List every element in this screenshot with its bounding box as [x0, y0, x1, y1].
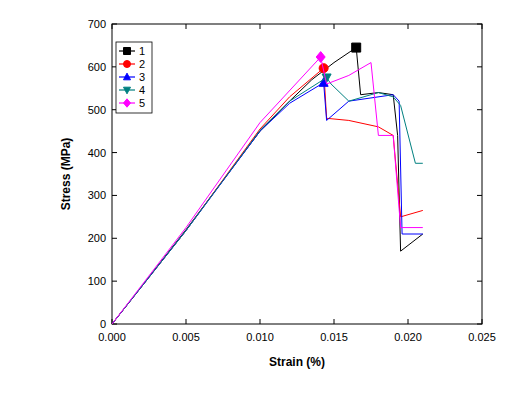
- y-tick: [112, 281, 117, 282]
- legend-marker: [124, 87, 131, 94]
- y-tick: [477, 152, 482, 153]
- x-tick-label: 0.025: [468, 331, 496, 343]
- x-tick: [482, 319, 483, 324]
- y-tick: [477, 238, 482, 239]
- y-tick-label: 200: [88, 232, 106, 244]
- legend-marker: [124, 48, 131, 55]
- plot-frame: [112, 24, 482, 324]
- x-axis-label: Strain (%): [269, 355, 325, 369]
- y-tick-label: 700: [88, 18, 106, 30]
- y-axis-label: Stress (MPa): [59, 138, 73, 211]
- x-tick: [186, 24, 187, 29]
- series-line: [112, 57, 423, 324]
- x-tick: [408, 24, 409, 29]
- peak-marker: [322, 74, 331, 83]
- x-tick-label: 0.015: [320, 331, 348, 343]
- y-tick: [477, 24, 482, 25]
- y-tick: [477, 324, 482, 325]
- x-tick: [260, 319, 261, 324]
- legend-label: 1: [139, 45, 145, 57]
- y-tick: [477, 109, 482, 110]
- y-tick-label: 0: [100, 318, 106, 330]
- series-line: [112, 68, 423, 324]
- y-tick-label: 600: [88, 61, 106, 73]
- y-tick: [477, 195, 482, 196]
- legend: 12345: [116, 42, 152, 113]
- x-tick: [112, 24, 113, 29]
- x-tick-label: 0.005: [172, 331, 200, 343]
- y-tick: [112, 238, 117, 239]
- x-tick: [260, 24, 261, 29]
- peak-marker: [352, 43, 361, 52]
- legend-marker: [124, 73, 131, 80]
- x-tick: [334, 24, 335, 29]
- y-tick: [477, 281, 482, 282]
- series-line: [112, 48, 423, 324]
- plot-area: [112, 43, 423, 324]
- x-tick-label: 0.020: [394, 331, 422, 343]
- legend-marker: [124, 61, 131, 68]
- legend-label: 5: [139, 97, 145, 109]
- x-tick-label: 0.000: [98, 331, 126, 343]
- legend-box: [116, 42, 152, 113]
- x-tick-label: 0.010: [246, 331, 274, 343]
- y-tick-label: 300: [88, 189, 106, 201]
- x-tick: [482, 24, 483, 29]
- x-tick: [408, 319, 409, 324]
- y-tick: [112, 195, 117, 196]
- y-tick: [112, 152, 117, 153]
- y-tick: [112, 24, 117, 25]
- x-tick: [334, 319, 335, 324]
- peak-marker: [316, 52, 325, 63]
- y-tick-label: 400: [88, 147, 106, 159]
- x-tick: [186, 319, 187, 324]
- y-tick-label: 100: [88, 275, 106, 287]
- y-tick: [477, 66, 482, 67]
- series-line: [112, 83, 423, 324]
- legend-label: 4: [139, 84, 145, 96]
- y-tick-label: 500: [88, 104, 106, 116]
- chart: 0.000 0.005 0.010 0.015 0.020 0.025 0 100 200 300…: [0, 0, 513, 397]
- legend-label: 2: [139, 58, 145, 70]
- legend-label: 3: [139, 71, 145, 83]
- legend-marker: [124, 99, 131, 107]
